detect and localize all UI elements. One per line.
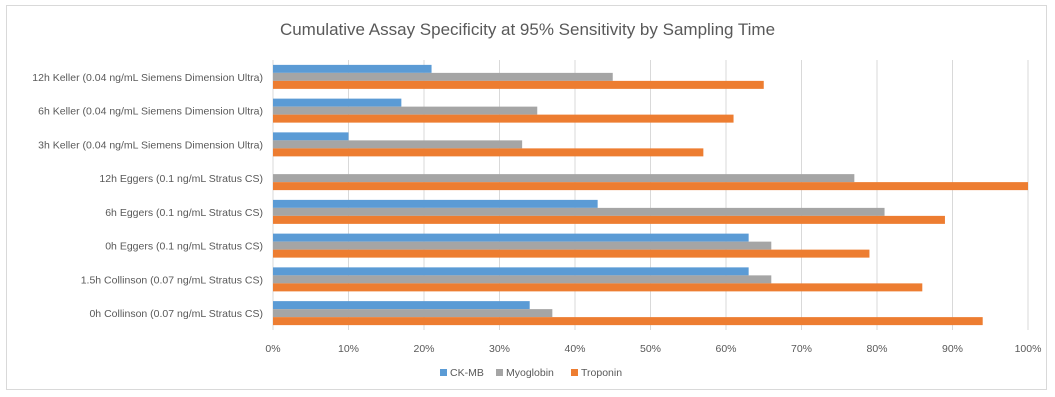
- bar-myoglobin: [273, 72, 613, 81]
- x-tick-label: 60%: [715, 343, 736, 355]
- bar-troponin: [273, 215, 945, 224]
- legend-label: Myoglobin: [506, 367, 554, 379]
- bar-ck-mb: [273, 199, 598, 208]
- x-tick-label: 50%: [640, 343, 661, 355]
- x-tick-label: 0%: [265, 343, 280, 355]
- legend-swatch: [440, 369, 447, 376]
- x-tick-label: 100%: [1015, 343, 1042, 355]
- category-label: 3h Keller (0.04 ng/mL Siemens Dimension …: [38, 139, 263, 151]
- legend-swatch: [496, 369, 503, 376]
- bar-troponin: [273, 114, 734, 123]
- bar-ck-mb: [273, 132, 349, 141]
- bar-myoglobin: [273, 309, 553, 318]
- bar-myoglobin: [273, 106, 538, 115]
- x-tick-label: 40%: [564, 343, 585, 355]
- bar-myoglobin: [273, 174, 855, 183]
- category-label: 12h Keller (0.04 ng/mL Siemens Dimension…: [32, 72, 263, 84]
- x-tick-label: 30%: [489, 343, 510, 355]
- bar-ck-mb: [273, 301, 530, 310]
- chart-title: Cumulative Assay Specificity at 95% Sens…: [279, 20, 776, 39]
- bar-ck-mb: [273, 98, 402, 107]
- category-label: 12h Eggers (0.1 ng/mL Stratus CS): [99, 173, 263, 185]
- bar-ck-mb: [273, 64, 432, 73]
- category-label: 6h Keller (0.04 ng/mL Siemens Dimension …: [38, 106, 263, 118]
- chart-frame: Cumulative Assay Specificity at 95% Sens…: [6, 5, 1047, 390]
- bar-troponin: [273, 283, 923, 292]
- bar-ck-mb: [273, 233, 749, 242]
- bar-troponin: [273, 249, 870, 258]
- x-tick-label: 80%: [866, 343, 887, 355]
- category-label: 6h Eggers (0.1 ng/mL Stratus CS): [105, 207, 263, 219]
- x-tick-label: 90%: [942, 343, 963, 355]
- bar-ck-mb: [273, 267, 749, 276]
- category-label: 1.5h Collinson (0.07 ng/mL Stratus CS): [81, 274, 263, 286]
- x-tick-label: 20%: [413, 343, 434, 355]
- bar-troponin: [273, 182, 1028, 191]
- category-label: 0h Eggers (0.1 ng/mL Stratus CS): [105, 241, 263, 253]
- bar-myoglobin: [273, 140, 523, 149]
- bar-troponin: [273, 80, 764, 89]
- legend-label: CK-MB: [450, 367, 484, 379]
- legend-label: Troponin: [581, 367, 622, 379]
- bar-troponin: [273, 148, 704, 157]
- legend-swatch: [571, 369, 578, 376]
- bar-myoglobin: [273, 207, 885, 216]
- x-tick-label: 70%: [791, 343, 812, 355]
- bar-myoglobin: [273, 241, 772, 250]
- x-tick-label: 10%: [338, 343, 359, 355]
- bar-myoglobin: [273, 275, 772, 284]
- bar-troponin: [273, 317, 983, 326]
- category-label: 0h Collinson (0.07 ng/mL Stratus CS): [89, 308, 263, 320]
